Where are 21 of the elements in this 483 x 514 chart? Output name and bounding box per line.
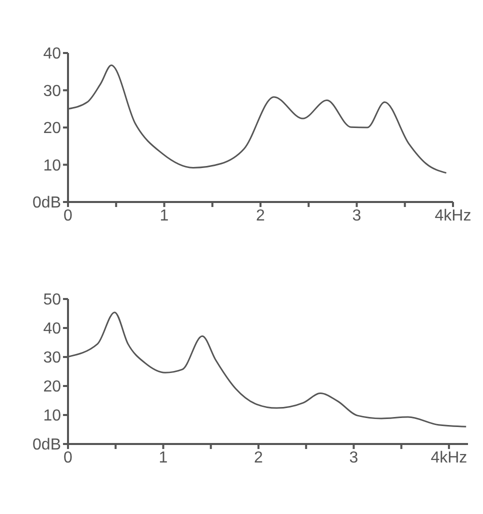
y-tick-label: 30 xyxy=(43,350,62,367)
x-tick-label: 0 xyxy=(64,207,73,224)
y-tick-label: 30 xyxy=(43,82,62,100)
y-tick-label: 0dB xyxy=(32,436,61,454)
y-tick-label: 20 xyxy=(43,378,62,396)
x-tick-label: 3 xyxy=(349,449,358,466)
x-tick-label: 4kHz xyxy=(434,207,472,224)
x-tick-label: 4kHz xyxy=(430,449,468,466)
x-tick-label: 1 xyxy=(158,449,168,466)
x-tick-label: 1 xyxy=(160,207,169,224)
y-tick-label: 40 xyxy=(43,320,62,338)
y-tick-label: 10 xyxy=(43,408,62,425)
x-tick-label: 0 xyxy=(64,449,73,466)
y-tick-label: 20 xyxy=(43,120,62,138)
y-tick-label: 0dB xyxy=(32,194,61,212)
y-tick-label: 10 xyxy=(43,157,62,174)
x-tick-label: 3 xyxy=(352,207,362,224)
x-tick-label: 2 xyxy=(256,207,266,224)
x-tick-label: 2 xyxy=(254,449,264,466)
y-tick-label: 50 xyxy=(43,292,62,309)
y-tick-label: 40 xyxy=(43,46,62,63)
